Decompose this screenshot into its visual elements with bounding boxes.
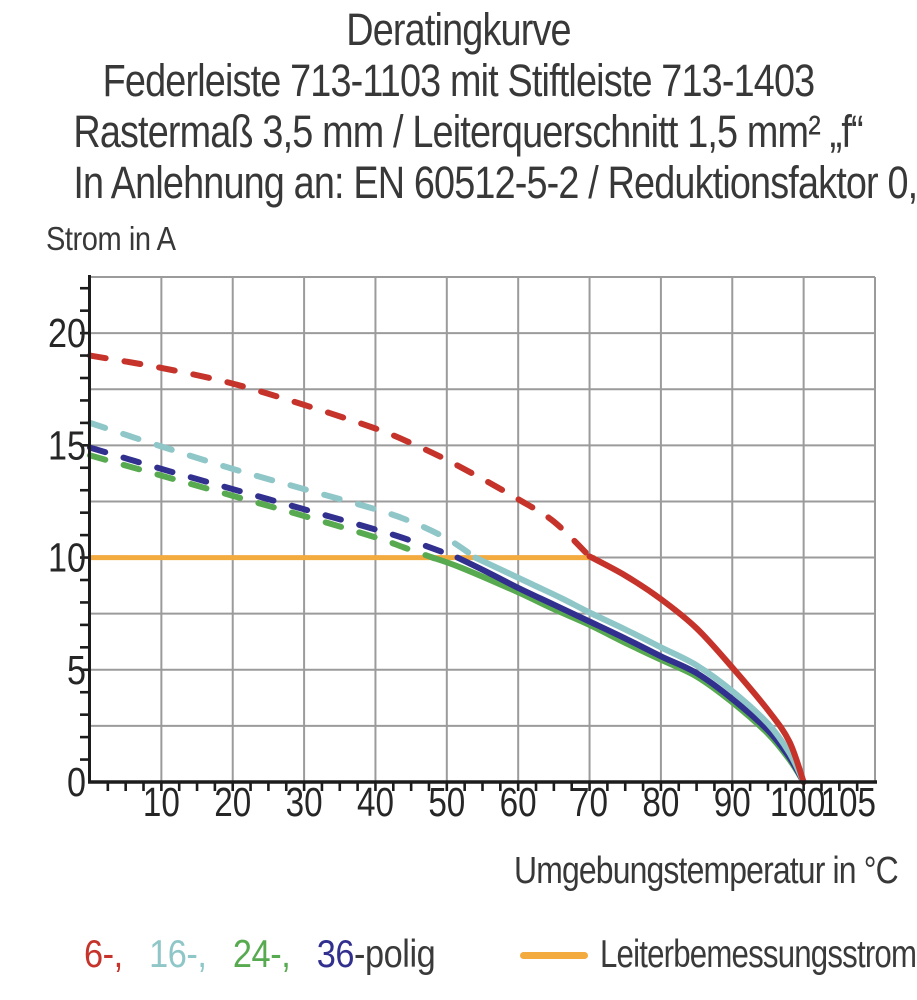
series-curve-36-polig-dashed: [87, 444, 461, 561]
legend-pole-item: 6-,: [84, 933, 123, 976]
legend-pole-item: 16-,: [149, 933, 207, 976]
legend-pole-item: -polig: [353, 933, 436, 976]
y-tick-label: 5: [67, 647, 86, 693]
x-tick-label: 80: [642, 779, 679, 825]
chart-title: Deratingkurve: [346, 4, 571, 55]
rated-current-line-swatch: [520, 951, 588, 959]
y-tick-label: 10: [48, 535, 86, 581]
series-curve-16-polig-dashed: [87, 419, 479, 561]
legend-rated-current: Leiterbemessungsstrom: [520, 933, 917, 977]
chart-subtitle-standard: In Anlehnung an: EN 60512-5-2 / Reduktio…: [73, 157, 917, 208]
chart-subtitle-products: Federleiste 713-1103 mit Stiftleiste 713…: [102, 55, 815, 106]
series-curve-16-polig-solid: [472, 554, 807, 785]
series-curve-6-polig-dashed: [87, 352, 593, 560]
chart-header: Deratingkurve Federleiste 713-1103 mit S…: [0, 4, 917, 208]
x-tick-label: 105: [821, 779, 877, 825]
x-tick-label: 100: [770, 779, 826, 825]
y-axis-title: Strom in A: [46, 220, 176, 257]
x-tick-label: 60: [500, 779, 537, 825]
rated-current-label: Leiterbemessungsstrom: [600, 933, 917, 976]
series-curve-36-polig-solid: [454, 554, 807, 785]
x-axis-title: Umgebungstemperatur in °C: [514, 850, 899, 892]
y-tick-label: 15: [48, 422, 86, 468]
series-curve-6-polig-solid: [586, 553, 807, 785]
x-tick-label: 50: [428, 779, 465, 825]
x-tick-label: 10: [143, 779, 180, 825]
x-tick-label: 70: [571, 779, 608, 825]
x-tick-label: 40: [357, 779, 394, 825]
x-tick-label: 90: [714, 779, 751, 825]
y-tick-label: 0: [67, 759, 86, 805]
x-tick-label: 30: [286, 779, 323, 825]
legend-pole-item: 36: [316, 933, 355, 976]
legend-poles: 6-, 16-, 24-, 36 -polig: [84, 933, 436, 977]
chart-subtitle-spec: Rastermaß 3,5 mm / Leiterquerschnitt 1,5…: [73, 106, 863, 157]
x-tick-label: 20: [214, 779, 251, 825]
y-tick-label: 20: [48, 310, 86, 356]
legend-pole-item: 24-,: [232, 933, 291, 976]
series-curve-24-polig-dashed: [87, 452, 436, 561]
